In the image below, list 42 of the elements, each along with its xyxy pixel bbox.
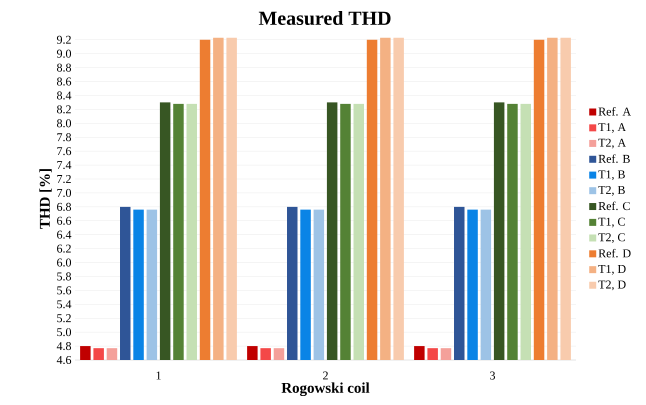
y-tick-label: 7.0 <box>57 188 72 197</box>
legend-label: Ref. D <box>598 248 631 258</box>
legend-label: Ref. C <box>598 202 630 210</box>
y-tick-label: 5.4 <box>57 300 72 308</box>
y-tick-label: 5.0 <box>57 328 72 336</box>
x-tick-label: 1 <box>156 372 161 380</box>
legend-label: Ref. B <box>598 154 630 163</box>
legend-label: Ref. A <box>598 107 631 116</box>
y-tick-label: 8.4 <box>56 91 72 100</box>
legend-label: T1, C <box>598 218 625 228</box>
legend-label: T1, A <box>598 123 626 133</box>
y-tick-label: 7.6 <box>57 147 72 156</box>
y-tick-label: 7.2 <box>57 174 71 184</box>
legend-label: T2, A <box>598 138 626 148</box>
y-tick-label: 9.0 <box>56 50 72 58</box>
y-tick-label: 4.6 <box>56 356 72 364</box>
legend-label: T1, D <box>598 264 626 275</box>
y-tick-label: 6.2 <box>57 244 71 253</box>
y-tick-label: 5.6 <box>57 286 72 294</box>
x-tick-label: 2 <box>323 372 328 380</box>
y-tick-label: 6.8 <box>57 202 72 211</box>
y-tick-label: 6.6 <box>57 216 72 225</box>
y-tick-label: 9.2 <box>56 36 71 44</box>
y-tick-label: 7.8 <box>57 133 72 142</box>
y-tick-label: 6.0 <box>57 258 72 267</box>
chart-title: Measured THD <box>258 10 391 26</box>
x-axis-title: Rogowski coil <box>282 382 370 396</box>
legend-label: T2, D <box>598 280 626 290</box>
y-tick-label: 8.8 <box>56 64 72 72</box>
y-tick-label: 4.8 <box>56 342 72 350</box>
y-tick-label: 8.0 <box>56 119 72 128</box>
y-axis-title: THD [%] <box>39 169 52 229</box>
legend-label: T2, B <box>598 186 625 196</box>
x-tick-label: 3 <box>490 372 496 380</box>
y-tick-label: 7.4 <box>57 161 72 170</box>
legend-label: T1, B <box>598 170 625 180</box>
y-tick-label: 6.4 <box>57 230 72 239</box>
y-tick-label: 5.2 <box>57 314 71 322</box>
y-tick-label: 5.8 <box>57 272 72 281</box>
legend-label: T2, C <box>598 233 625 244</box>
y-tick-label: 8.2 <box>56 105 71 114</box>
y-tick-label: 8.6 <box>56 77 72 86</box>
